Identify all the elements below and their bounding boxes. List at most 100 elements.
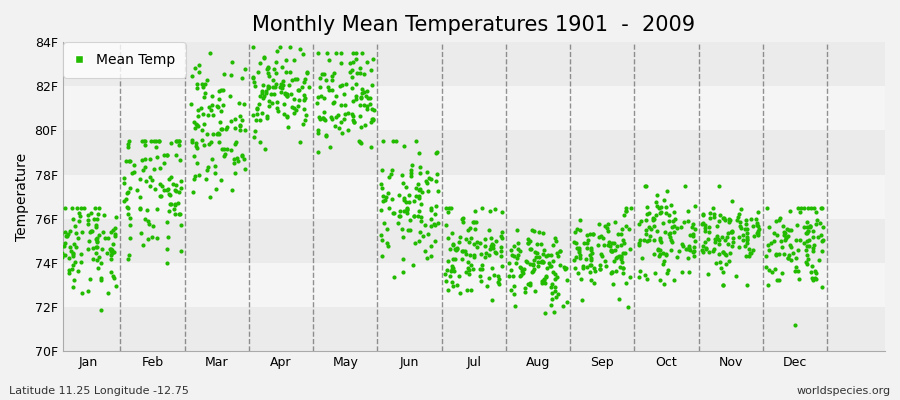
Point (284, 43, 298, 50)
Point (803, 222, 817, 229)
Point (667, 277, 681, 284)
Point (168, 202, 183, 208)
Point (185, 188, 200, 195)
Point (414, 218, 428, 225)
Point (682, 245, 697, 251)
Point (800, 238, 814, 244)
Point (648, 270, 662, 276)
Point (150, 235, 165, 241)
Point (54, 244, 68, 250)
Point (428, 221, 442, 227)
Point (158, 152, 172, 158)
Point (682, 246, 697, 253)
Point (696, 220, 710, 226)
Point (311, 114, 326, 120)
Point (506, 273, 520, 279)
Point (354, 124, 368, 130)
Point (429, 150, 444, 156)
Point (572, 245, 586, 252)
Point (736, 236, 751, 243)
Point (82, 238, 96, 244)
Point (419, 180, 434, 186)
Point (801, 204, 815, 211)
Point (688, 238, 702, 245)
Point (218, 150, 232, 157)
Point (386, 138, 400, 145)
Point (347, 119, 362, 126)
Point (444, 204, 458, 211)
Point (722, 219, 736, 225)
Point (418, 222, 432, 228)
Point (266, 76, 280, 83)
Point (696, 243, 710, 249)
Point (801, 228, 815, 234)
Point (607, 258, 621, 264)
Point (400, 210, 414, 216)
Point (197, 94, 211, 100)
Point (171, 211, 185, 217)
Point (190, 144, 204, 151)
Point (224, 72, 238, 78)
Point (587, 280, 601, 286)
Point (521, 281, 535, 288)
Point (127, 168, 141, 175)
Point (650, 203, 664, 209)
Point (662, 218, 676, 224)
Point (411, 181, 426, 188)
Point (507, 243, 521, 249)
Point (160, 187, 175, 194)
Point (75, 290, 89, 296)
Point (412, 194, 427, 201)
Point (210, 130, 224, 137)
Point (149, 154, 164, 160)
Point (583, 255, 598, 262)
Point (202, 164, 216, 170)
Point (152, 138, 166, 145)
Point (261, 85, 275, 92)
Point (122, 158, 136, 165)
Legend: Mean Temp: Mean Temp (67, 46, 182, 74)
Point (670, 253, 684, 260)
Point (777, 228, 791, 235)
Point (507, 253, 521, 259)
Point (696, 211, 710, 217)
Point (374, 232, 388, 238)
Point (539, 273, 554, 280)
Point (360, 88, 374, 94)
Point (662, 267, 676, 273)
Point (556, 264, 571, 270)
Point (327, 98, 341, 105)
Point (108, 233, 122, 239)
Point (414, 214, 428, 220)
Point (721, 241, 735, 247)
Point (168, 187, 183, 193)
Point (740, 240, 754, 246)
Point (299, 112, 313, 118)
Point (365, 116, 380, 122)
Point (217, 71, 231, 77)
Point (467, 252, 482, 258)
Point (782, 252, 796, 258)
Point (537, 276, 552, 283)
Point (713, 259, 727, 266)
Point (253, 139, 267, 145)
Point (153, 165, 167, 171)
Point (679, 182, 693, 189)
Point (770, 251, 784, 257)
Point (326, 100, 340, 106)
Point (760, 242, 775, 248)
Point (227, 156, 241, 163)
Point (72, 213, 86, 219)
Point (544, 302, 558, 308)
Point (706, 248, 721, 254)
Point (487, 272, 501, 278)
Point (535, 258, 549, 264)
Point (483, 246, 498, 252)
Point (536, 250, 550, 257)
Point (120, 190, 134, 196)
Point (726, 235, 741, 242)
Point (467, 226, 482, 232)
Point (232, 121, 247, 128)
Point (749, 216, 763, 223)
Point (686, 249, 700, 255)
